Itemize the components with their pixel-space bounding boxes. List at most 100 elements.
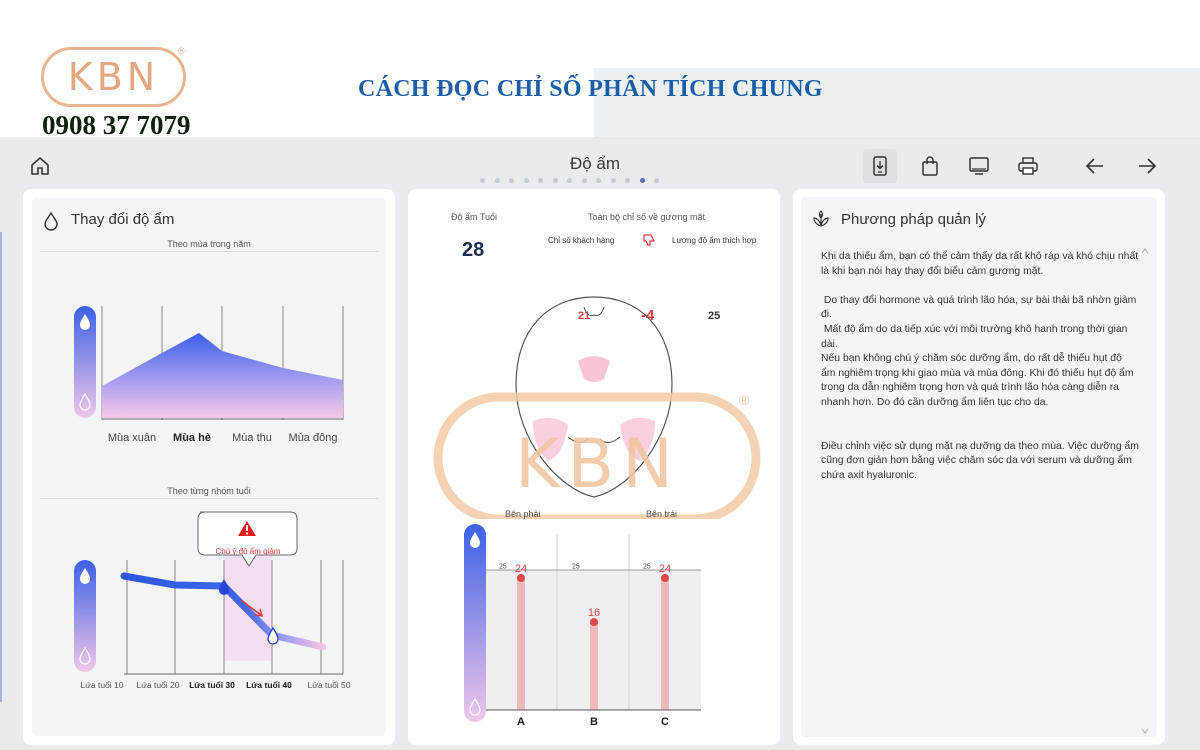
page-dot[interactable] xyxy=(523,178,529,183)
moisture-change-card: Thay đổi độ ẩm Theo mùa trong năm xyxy=(32,198,386,736)
water-drop-icon xyxy=(80,568,90,584)
moisture-gauge xyxy=(74,560,96,672)
age-value: 28 xyxy=(462,239,485,261)
moisture-gauge xyxy=(74,306,96,418)
right-side-label: Bên phải xyxy=(505,509,541,519)
banner-strip-left xyxy=(0,70,600,137)
zone-bar xyxy=(661,578,669,710)
difference-value: -4 xyxy=(641,307,655,324)
age-subtitle: Theo từng nhóm tuổi xyxy=(167,486,251,496)
page-indicator xyxy=(480,178,659,183)
download-to-phone-icon[interactable] xyxy=(863,149,897,183)
logo-registered-mark: ® xyxy=(178,46,185,56)
page-dot[interactable] xyxy=(625,178,630,183)
zone-point xyxy=(661,574,669,582)
page-dot[interactable] xyxy=(610,178,616,183)
callout-text: Chú ý độ ẩm giảm xyxy=(215,547,281,556)
scrollbar[interactable] xyxy=(1141,247,1149,735)
watermark-logo xyxy=(433,392,761,519)
zone-point xyxy=(517,574,525,582)
top-bar: Độ ẩm xyxy=(0,137,1200,189)
water-drop-icon xyxy=(79,392,91,411)
management-card: Phương pháp quản lý Khi da thiếu ẩm, bạn… xyxy=(801,197,1157,737)
page-dot[interactable] xyxy=(596,178,601,183)
age-label: Lứa tuổi 10 xyxy=(80,680,124,690)
zone-value: 16 xyxy=(588,607,600,619)
age-label: Lứa tuổi 50 xyxy=(307,680,351,690)
management-text: Khi da thiếu ẩm, bạn có thể cảm thấy da … xyxy=(821,251,1139,481)
page-dot[interactable] xyxy=(538,178,543,183)
overall-label: Toàn bộ chỉ số về gương mặt xyxy=(588,212,705,222)
moisture-change-title: Thay đổi độ ẩm xyxy=(71,211,175,228)
plant-icon xyxy=(813,210,829,227)
arrow-left-icon[interactable] xyxy=(1078,149,1112,183)
management-title: Phương pháp quản lý xyxy=(841,211,986,228)
water-drop-icon xyxy=(44,211,58,231)
zone-bar xyxy=(517,578,525,710)
page-dot[interactable] xyxy=(567,178,572,183)
season-label: Mùa thu xyxy=(232,432,272,444)
shopping-bag-icon[interactable] xyxy=(913,149,947,183)
page-dot[interactable] xyxy=(494,178,500,183)
page-dot[interactable] xyxy=(480,178,485,183)
logo-text: KBN xyxy=(67,55,160,99)
zone-label: A xyxy=(517,716,525,728)
warning-callout xyxy=(197,511,298,567)
watermark-text: KBN xyxy=(514,425,682,504)
season-label: Mùa xuân xyxy=(107,432,157,444)
window-edge xyxy=(0,232,2,702)
page-dot[interactable] xyxy=(654,178,659,183)
suitable-label: Lượng độ ẩm thích hợp xyxy=(672,236,757,245)
season-area xyxy=(102,333,343,418)
season-label: Mùa đông xyxy=(288,432,338,444)
age-chart xyxy=(74,511,344,675)
home-icon[interactable] xyxy=(23,149,57,183)
water-drop-icon xyxy=(469,697,481,716)
zone-reference: 25 xyxy=(643,564,651,571)
zone-bar xyxy=(590,622,598,710)
section-title: Độ ẩm xyxy=(569,154,621,173)
customer-label: Chỉ số khách hàng xyxy=(548,236,615,245)
age-label: Lứa tuổi 20 xyxy=(136,680,180,690)
page-dot[interactable] xyxy=(581,178,587,183)
water-drop-icon xyxy=(80,314,90,330)
left-side-label: Bên trái xyxy=(646,509,678,519)
zone-a xyxy=(578,356,610,382)
zone-value: 24 xyxy=(659,563,671,575)
zone-point xyxy=(590,618,598,626)
zone-reference: 25 xyxy=(499,564,507,571)
zone-label: C xyxy=(661,716,669,728)
water-drop-icon xyxy=(267,626,279,645)
page-dot[interactable] xyxy=(639,178,645,183)
divider xyxy=(40,498,378,499)
moisture-detail-panel: Độ ẩm Tuổi 28 Toàn bộ chỉ số về gương mặ… xyxy=(408,189,780,745)
water-drop-icon xyxy=(470,532,480,548)
divider xyxy=(40,251,378,252)
moisture-change-panel: Thay đổi độ ẩm Theo mùa trong năm xyxy=(23,189,395,745)
banner-strip-right xyxy=(594,68,1200,137)
age-label: Độ ẩm Tuổi xyxy=(451,212,498,222)
printer-icon[interactable] xyxy=(1011,149,1045,183)
app-window: Độ ẩm Thay đổi độ ẩm Theo mùa trong năm xyxy=(0,137,1200,750)
face-diagram xyxy=(433,296,761,519)
suitable-value: 25 xyxy=(708,310,721,322)
page-title: CÁCH ĐỌC CHỈ SỐ PHÂN TÍCH CHUNG xyxy=(358,76,823,102)
decline-arrow xyxy=(240,599,262,616)
season-subtitle: Theo mùa trong năm xyxy=(167,239,251,249)
water-drop-icon xyxy=(219,579,229,595)
moisture-gauge xyxy=(464,524,486,722)
page-dot[interactable] xyxy=(552,178,558,183)
phone-number: 0908 37 7079 xyxy=(42,110,191,140)
monitor-icon[interactable] xyxy=(962,149,996,183)
thumbs-down-icon xyxy=(643,234,655,246)
management-panel: Phương pháp quản lý Khi da thiếu ẩm, bạn… xyxy=(793,189,1165,745)
page-dot[interactable] xyxy=(509,178,514,183)
zone-value: 24 xyxy=(515,563,527,575)
arrow-right-icon[interactable] xyxy=(1130,149,1164,183)
zone-reference: 25 xyxy=(572,564,580,571)
banner: KBN ® 0908 37 7079 CÁCH ĐỌC CHỈ SỐ PHÂN … xyxy=(0,0,1200,140)
zone-label: B xyxy=(590,716,598,728)
face-outline xyxy=(515,296,673,498)
water-drop-icon xyxy=(79,646,91,665)
season-chart xyxy=(74,306,344,420)
